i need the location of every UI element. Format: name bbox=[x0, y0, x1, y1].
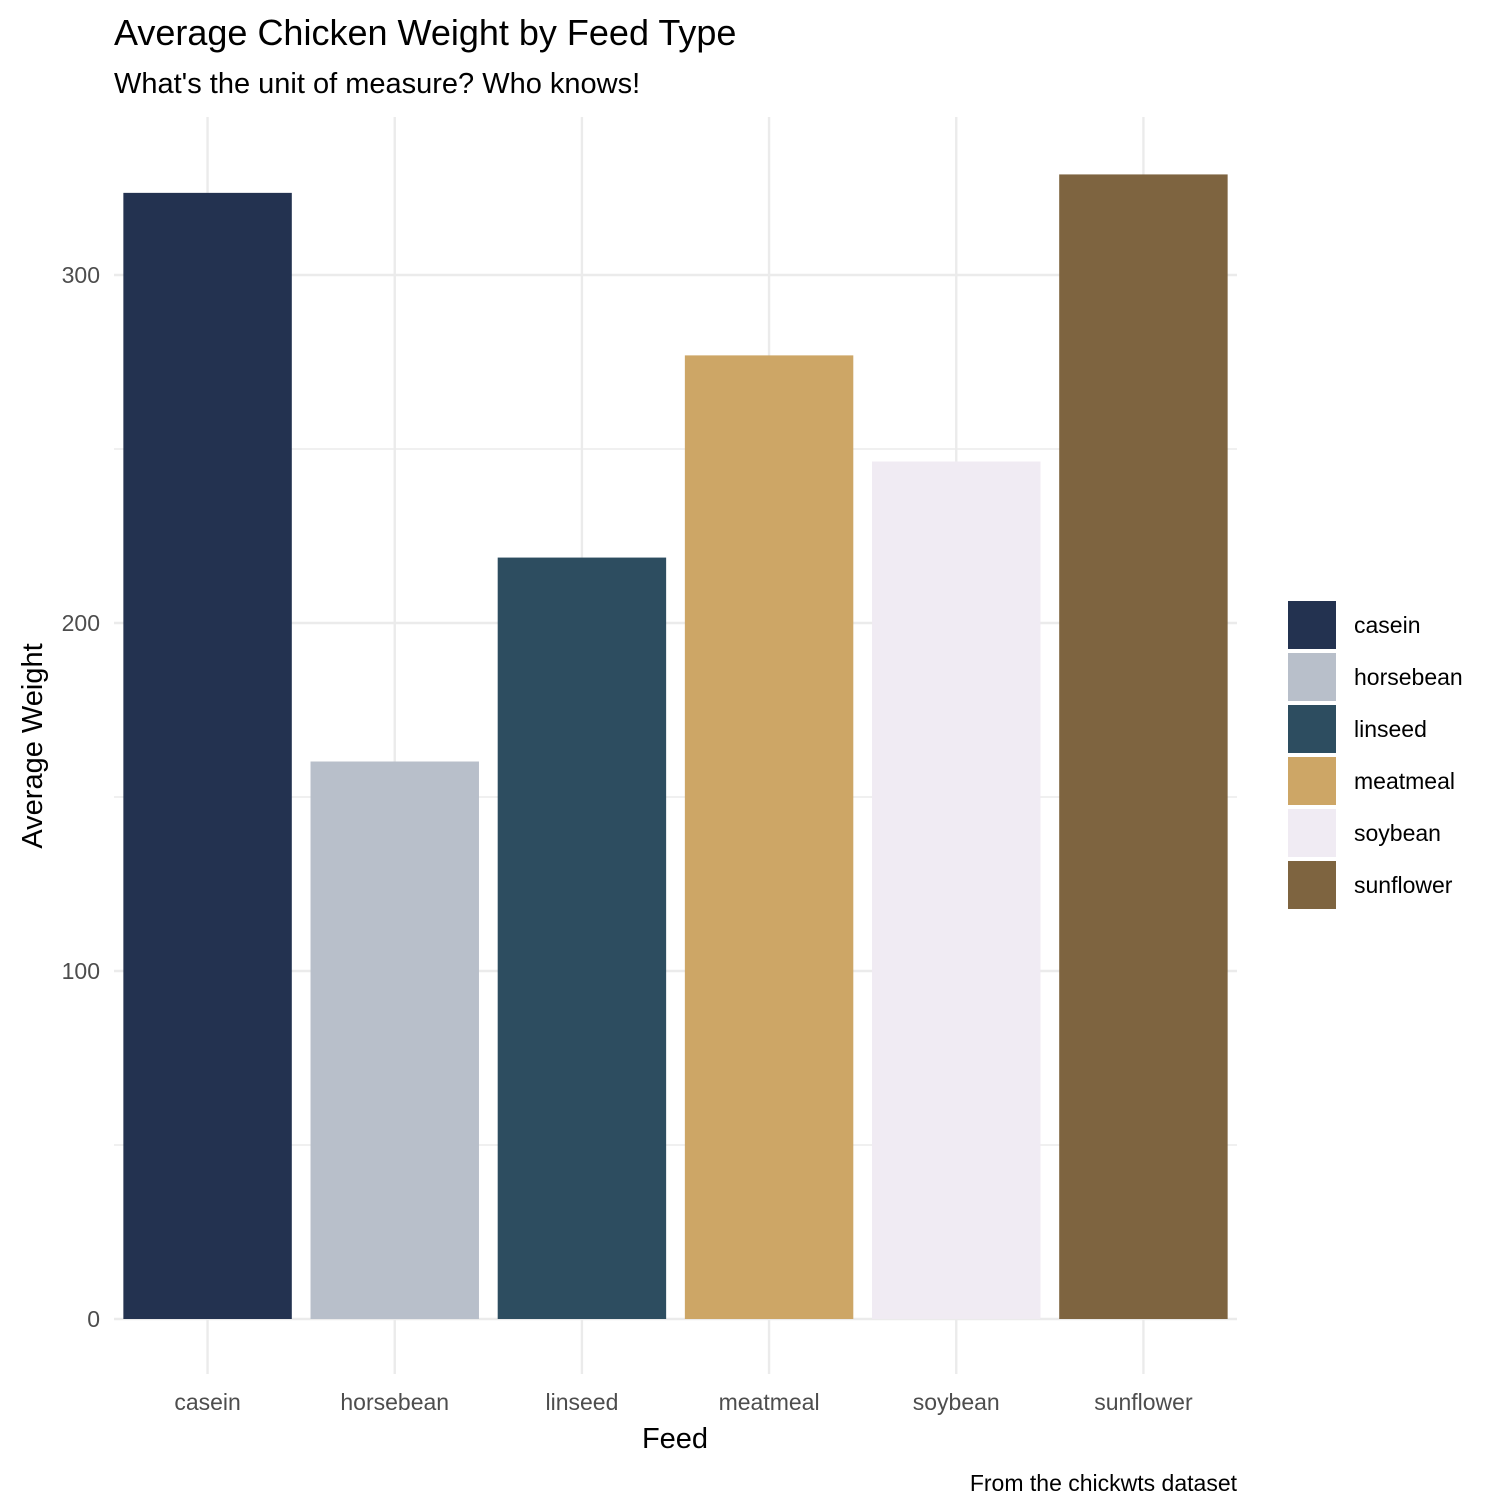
bars-layer bbox=[123, 174, 1228, 1319]
x-axis-title: Feed bbox=[642, 1423, 708, 1455]
bar-horsebean bbox=[310, 761, 479, 1319]
y-axis-title: Average Weight bbox=[17, 643, 49, 848]
chart-subtitle: What's the unit of measure? Who knows! bbox=[114, 68, 640, 100]
x-tick-labels: casein horsebean linseed meatmeal soybean sun… bbox=[174, 1389, 1193, 1415]
y-tick-label-0: 0 bbox=[87, 1306, 100, 1332]
bar-sunflower bbox=[1059, 174, 1228, 1319]
legend-key-horsebean bbox=[1288, 653, 1336, 701]
x-tick-label-meatmeal: meatmeal bbox=[719, 1389, 820, 1415]
x-tick-label-horsebean: horsebean bbox=[340, 1389, 449, 1415]
chart-title: Average Chicken Weight by Feed Type bbox=[114, 12, 736, 53]
bar-casein bbox=[123, 192, 292, 1319]
x-tick-label-soybean: soybean bbox=[913, 1389, 1000, 1415]
y-tick-label-300: 300 bbox=[62, 262, 100, 288]
y-tick-labels: 0 100 200 300 bbox=[62, 262, 100, 1332]
chart-caption: From the chickwts dataset bbox=[970, 1470, 1238, 1496]
y-tick-label-100: 100 bbox=[62, 958, 100, 984]
x-tick-label-linseed: linseed bbox=[545, 1389, 618, 1415]
legend-label-casein: casein bbox=[1354, 612, 1420, 638]
bar-linseed bbox=[497, 557, 667, 1319]
legend: casein horsebean linseed meatmeal soybean sun… bbox=[1288, 601, 1463, 909]
x-tick-label-casein: casein bbox=[174, 1389, 240, 1415]
legend-key-soybean bbox=[1288, 809, 1336, 857]
legend-label-sunflower: sunflower bbox=[1354, 872, 1453, 898]
legend-key-meatmeal bbox=[1288, 757, 1336, 805]
legend-key-linseed bbox=[1288, 705, 1336, 753]
y-tick-label-200: 200 bbox=[62, 610, 100, 636]
legend-label-meatmeal: meatmeal bbox=[1354, 768, 1455, 794]
bar-meatmeal bbox=[684, 355, 854, 1319]
legend-label-linseed: linseed bbox=[1354, 716, 1427, 742]
bar-soybean bbox=[872, 461, 1041, 1319]
legend-label-soybean: soybean bbox=[1354, 820, 1441, 846]
legend-key-casein bbox=[1288, 601, 1336, 649]
x-tick-label-sunflower: sunflower bbox=[1094, 1389, 1193, 1415]
legend-key-sunflower bbox=[1288, 861, 1336, 909]
legend-label-horsebean: horsebean bbox=[1354, 664, 1463, 690]
